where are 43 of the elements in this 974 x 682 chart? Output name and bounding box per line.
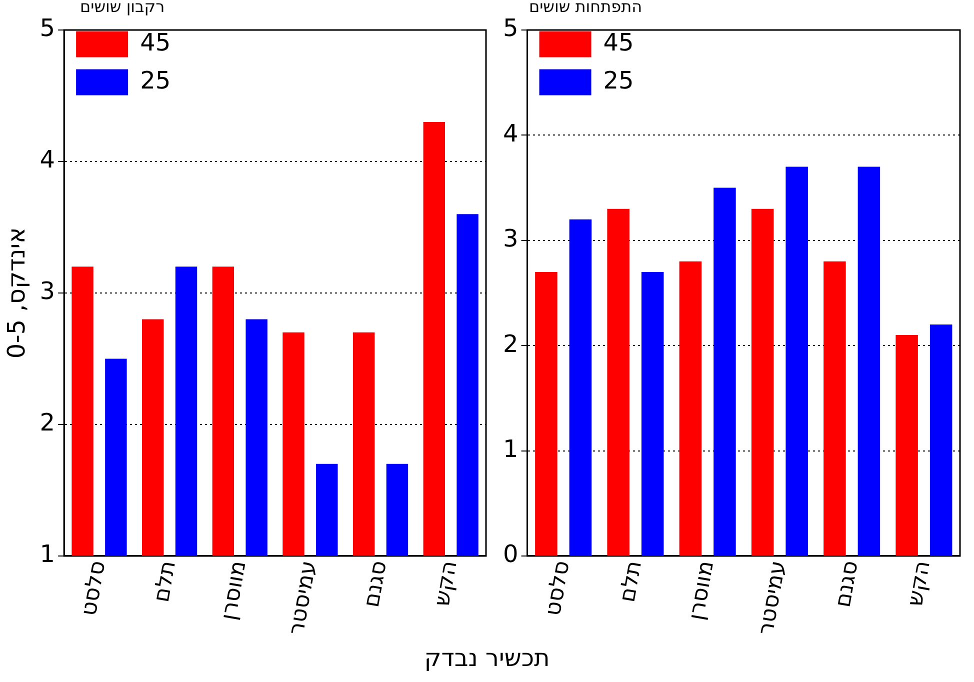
y-tick-label: 5 [40, 14, 56, 42]
x-tick-label: תלם [149, 558, 182, 604]
bar [679, 261, 702, 556]
bar [930, 324, 952, 556]
x-tick-label: סלסט [540, 558, 575, 618]
bar [786, 166, 808, 556]
y-tick-label: 2 [40, 408, 56, 437]
y-tick-label: 3 [40, 277, 56, 306]
x-tick-label: סגנם [830, 558, 864, 610]
legend-label: 45 [603, 28, 634, 56]
x-tick-label: הקש [430, 558, 462, 608]
legend-label: 25 [140, 66, 171, 94]
y-axis-title: אינדקס, 0-5 [2, 227, 31, 359]
legend-label: 45 [140, 28, 171, 56]
x-tick-label: הקש [902, 558, 936, 608]
x-tick-label: מווסרן [216, 558, 252, 622]
y-tick-label: 0 [502, 540, 518, 568]
y-tick-label: 2 [502, 330, 518, 358]
legend-title: רקבון שושים [80, 0, 165, 16]
x-tick-label: עמיסטר [754, 558, 792, 637]
x-tick-label: תלם [615, 558, 647, 604]
bar [824, 261, 846, 556]
y-tick-label: 1 [40, 540, 56, 568]
x-tick-label: מווסרן [684, 558, 720, 622]
y-tick-label: 3 [502, 224, 518, 253]
y-tick-label: 4 [40, 146, 56, 174]
bar [896, 335, 918, 556]
x-tick-label: סגנם [359, 558, 392, 610]
bar [751, 208, 774, 556]
bar [607, 208, 630, 556]
x-axis-title: תכשיר נבדק [423, 644, 551, 672]
bar [569, 219, 592, 556]
bar [858, 166, 880, 556]
y-tick-label: 4 [502, 119, 518, 148]
x-tick-label: עמיסטר [284, 558, 322, 637]
bar [641, 272, 664, 556]
bar [535, 272, 558, 556]
legend-label: 25 [603, 66, 634, 94]
y-tick-label: 5 [502, 14, 518, 42]
y-tick-label: 1 [502, 435, 518, 463]
x-tick-label: סלסט [76, 558, 111, 618]
legend-title: התפתחות שושים [528, 0, 642, 16]
bar [714, 188, 736, 556]
